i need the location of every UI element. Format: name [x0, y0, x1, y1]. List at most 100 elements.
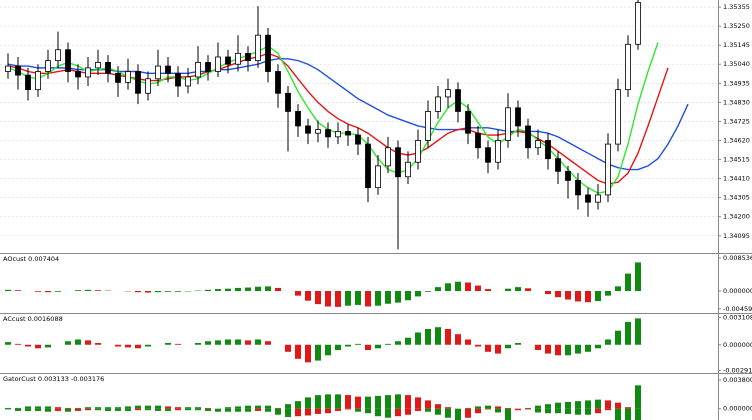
- y-tick-label: 1.35145: [723, 41, 750, 49]
- gator-bar: [525, 408, 531, 410]
- gator-bar: [275, 407, 281, 409]
- gator-bar: [205, 408, 211, 411]
- candle-body: [135, 71, 141, 94]
- gator-bar: [355, 408, 361, 412]
- candle-body: [555, 158, 561, 172]
- gator-bar: [15, 408, 21, 411]
- histogram-bar: [525, 288, 531, 292]
- gator-bar: [185, 407, 191, 409]
- gator-bar: [425, 400, 431, 409]
- gator-bar: [135, 408, 141, 411]
- candle-body: [635, 2, 641, 45]
- y-tick-label: -0.004591: [723, 305, 752, 313]
- gator-bar: [85, 407, 91, 409]
- gator-bar: [65, 408, 71, 412]
- y-tick-label: 1.34935: [723, 79, 750, 87]
- y-tick-label: 0.000000: [723, 287, 752, 295]
- histogram-bar: [625, 273, 631, 292]
- candle-body: [235, 52, 241, 65]
- candle-body: [605, 143, 611, 196]
- gator-bar: [85, 408, 91, 411]
- y-tick-label: 1.34095: [723, 232, 750, 240]
- gator-bar: [295, 408, 301, 417]
- candle-body: [325, 129, 331, 138]
- candle-body: [145, 78, 151, 94]
- histogram-bar: [205, 289, 211, 292]
- candle-body: [115, 72, 121, 83]
- gator-bar: [565, 408, 571, 414]
- gator-bar: [95, 407, 101, 409]
- histogram-bar: [215, 340, 221, 345]
- candle-body: [165, 65, 171, 74]
- candle-body: [55, 49, 61, 62]
- candle-body: [195, 62, 201, 78]
- candle-body: [485, 147, 491, 163]
- gator-bar: [445, 407, 451, 409]
- gator-bar: [55, 407, 61, 409]
- candle-body: [205, 62, 211, 72]
- histogram-bar: [35, 344, 41, 349]
- candle-body: [5, 65, 11, 72]
- gator-bar: [345, 395, 351, 409]
- histogram-bar: [225, 339, 231, 345]
- panel-title: GatorCust 0.003133 -0.003176: [3, 375, 104, 383]
- histogram-bar: [415, 332, 421, 345]
- gator-bar: [75, 408, 81, 411]
- gator-bar: [575, 408, 581, 415]
- histogram-bar: [85, 289, 91, 292]
- histogram-bar: [305, 291, 311, 301]
- histogram-bar: [575, 291, 581, 302]
- gator-bar: [485, 405, 491, 409]
- candle-body: [285, 92, 291, 112]
- y-tick-label: 1.34305: [723, 194, 750, 202]
- gator-bar: [425, 408, 431, 412]
- histogram-bar: [135, 344, 141, 349]
- histogram-bar: [605, 339, 611, 345]
- histogram-bar: [595, 344, 601, 349]
- y-tick-label: 0.003800: [723, 376, 752, 384]
- gator-bar: [65, 407, 71, 409]
- gator-bar: [385, 395, 391, 409]
- gator-bar: [225, 407, 231, 409]
- histogram-bar: [395, 291, 401, 303]
- gator-bar: [155, 408, 161, 411]
- histogram-bar: [5, 289, 11, 292]
- histogram-bar: [615, 286, 621, 292]
- candle-body: [305, 125, 311, 134]
- histogram-bar: [445, 328, 451, 345]
- y-tick-label: 1.34515: [723, 156, 750, 164]
- histogram-bar: [175, 343, 181, 345]
- candle-body: [85, 67, 91, 78]
- gator-bar: [615, 408, 621, 420]
- histogram-bar: [435, 327, 441, 345]
- gator-bar: [315, 395, 321, 409]
- gator-bar: [145, 408, 151, 411]
- histogram-bar: [305, 344, 311, 363]
- gator-bar: [195, 408, 201, 411]
- gator-bar: [245, 405, 251, 409]
- histogram-bar: [85, 340, 91, 345]
- gator-bar: [125, 408, 131, 411]
- candle-body: [505, 107, 511, 141]
- candle-body: [125, 71, 131, 83]
- candle-body: [25, 74, 31, 91]
- histogram-bar: [175, 291, 181, 292]
- gator-bar: [235, 406, 241, 409]
- gator-bar: [605, 400, 611, 409]
- gator-bar: [125, 406, 131, 409]
- gator-bar: [505, 408, 511, 420]
- gator-bar: [575, 401, 581, 409]
- histogram-bar: [505, 344, 511, 349]
- histogram-bar: [545, 291, 551, 295]
- gator-bar: [25, 408, 31, 411]
- histogram-bar: [505, 288, 511, 292]
- histogram-bar: [615, 330, 621, 345]
- gator-bar: [5, 407, 11, 409]
- histogram-bar: [365, 291, 371, 307]
- candle-body: [515, 107, 521, 127]
- gator-bar: [165, 408, 171, 411]
- gator-bar: [5, 408, 11, 410]
- histogram-bar: [385, 291, 391, 304]
- y-tick-label: 1.35040: [723, 60, 750, 68]
